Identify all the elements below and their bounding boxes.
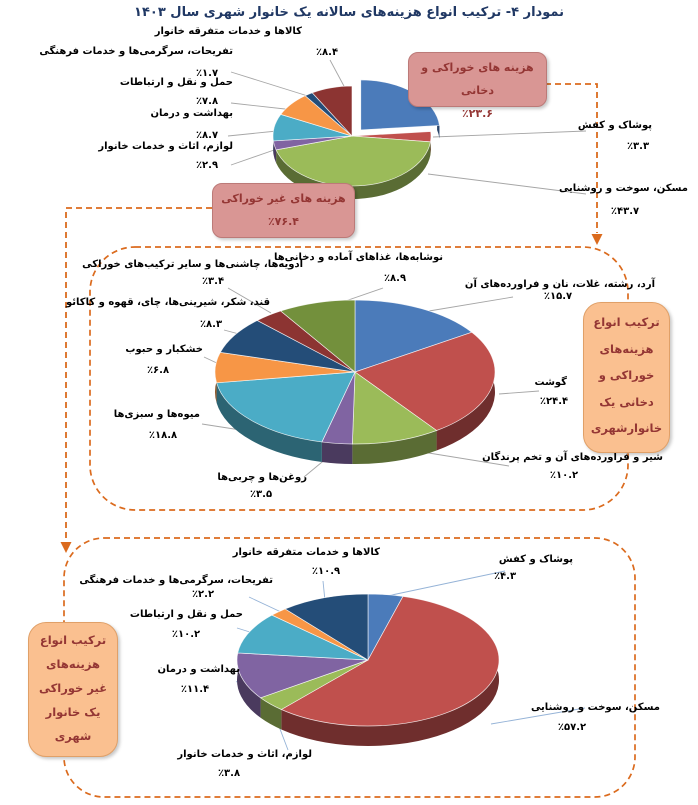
- pie-food-tobacco-breakdown: [214, 299, 496, 465]
- callout-line: ٪۲۳.۶: [461, 107, 494, 120]
- figure-title: نمودار ۴- ترکیب انواع هزینه‌های سالانه ی…: [134, 5, 564, 20]
- pie-slice: [275, 135, 431, 187]
- callout-line: هزینه های خوراکی و دخانی: [421, 61, 534, 97]
- callout-line: هزینه های غیر خوراکی: [221, 192, 346, 205]
- callout-line: ٪۷۶.۴: [267, 215, 300, 228]
- callout-line: شهری: [54, 729, 92, 743]
- callout-food-detail: ترکیب انواع هزینه‌های خوراکی و دخانی یک خانو…: [583, 302, 670, 453]
- callout-line: دخانی یک: [599, 394, 654, 409]
- callout-nonfood: هزینه های غیر خوراکی ٪۷۶.۴: [212, 183, 355, 238]
- callout-line: خوراکی و: [598, 368, 655, 382]
- pie-slice: [237, 614, 369, 661]
- callout-line: ترکیب انواع: [39, 633, 107, 647]
- connector-food: [545, 83, 598, 233]
- callout-line: غیر خوراکی: [38, 681, 108, 695]
- pie-nonfood-breakdown: [236, 593, 500, 746]
- pie-slice: [351, 371, 438, 445]
- callout-nonfood-detail: ترکیب انواع هزینه‌های غیر خوراکی یک خانوار ش…: [28, 622, 118, 757]
- callout-food-tobacco: هزینه های خوراکی و دخانی ٪۲۳.۶: [408, 52, 547, 120]
- pie-slice: [354, 331, 496, 431]
- callout-line: هزینه‌های: [46, 657, 100, 671]
- pie-slice: [216, 371, 356, 443]
- callout-line: یک خانوار: [45, 705, 101, 719]
- nonfood-section-frame: [63, 537, 636, 798]
- pie-slice: [280, 299, 356, 373]
- callout-line: هزینه‌های: [599, 341, 654, 356]
- pie-slice: [354, 299, 473, 373]
- pie-slice: [280, 596, 500, 727]
- pie-slice: [311, 85, 353, 137]
- pie-slice: [284, 593, 369, 661]
- arrow-down-icon: [591, 234, 603, 245]
- callout-line: خانوارشهری: [590, 421, 663, 435]
- arrow-down-icon: [60, 542, 72, 553]
- connector-nonfood: [65, 207, 212, 541]
- pie-slice: [236, 652, 369, 699]
- callout-line: ترکیب انواع: [593, 315, 660, 329]
